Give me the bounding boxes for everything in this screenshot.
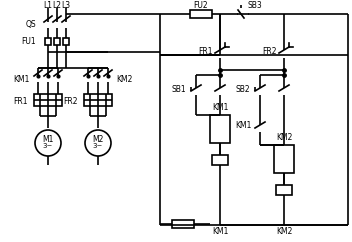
Bar [190,10,212,18]
Text: FU1: FU1 [21,38,36,46]
Text: 3~: 3~ [43,143,53,149]
Text: KM1: KM1 [14,75,30,83]
Text: SB3: SB3 [248,1,263,10]
Text: KM1: KM1 [212,103,228,112]
Text: M2: M2 [92,136,104,144]
Text: KM2: KM2 [116,75,132,83]
Text: KM2: KM2 [276,227,292,236]
Text: SB2: SB2 [235,84,250,93]
Text: FU2: FU2 [194,1,208,10]
Bar [34,94,62,106]
Bar [276,185,292,195]
Text: FR2: FR2 [63,97,78,106]
Text: KM1: KM1 [212,227,228,236]
Text: L3: L3 [62,1,70,10]
Text: L1: L1 [44,1,52,10]
Bar [210,115,230,143]
Bar [274,145,294,173]
Bar [84,94,112,106]
Text: SB1: SB1 [171,84,186,93]
Bar [63,38,69,45]
Bar [172,220,194,228]
Text: KM2: KM2 [276,133,292,142]
Text: QS: QS [25,21,36,30]
Text: FR1: FR1 [199,47,213,56]
Text: M1: M1 [42,136,54,144]
Bar [45,38,51,45]
Text: L2: L2 [52,1,62,10]
Bar [212,155,228,165]
Text: FR1: FR1 [13,97,28,106]
Text: KM1: KM1 [235,121,252,130]
Text: 3~: 3~ [93,143,103,149]
Text: FR2: FR2 [263,47,277,56]
Bar [54,38,60,45]
